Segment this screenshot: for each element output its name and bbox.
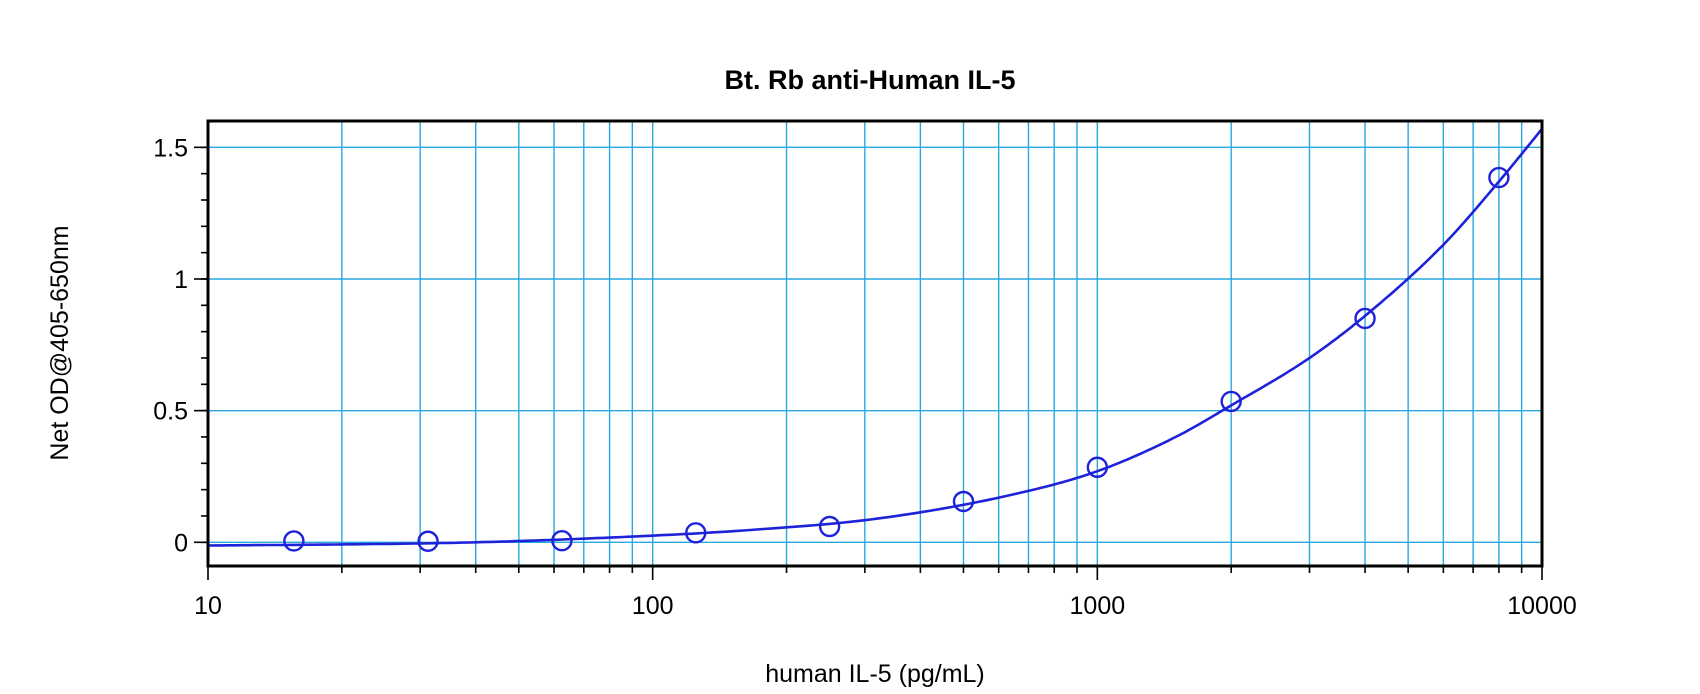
data-point xyxy=(417,530,439,552)
data-point xyxy=(551,530,573,552)
y-tick-label: 0.5 xyxy=(153,398,188,426)
x-tick-label: 10000 xyxy=(1507,592,1577,620)
data-points xyxy=(283,166,1510,552)
fit-curve xyxy=(207,128,1543,547)
grid-lines xyxy=(208,121,1542,566)
chart-title: Bt. Rb anti-Human IL-5 xyxy=(725,65,1016,95)
data-point xyxy=(1220,390,1242,413)
data-point xyxy=(685,522,707,544)
data-point xyxy=(818,515,841,538)
y-tick-label: 0 xyxy=(174,529,188,557)
x-axis-label: human IL-5 (pg/mL) xyxy=(765,660,985,688)
data-point xyxy=(1354,307,1376,330)
x-tick-label: 100 xyxy=(632,592,674,620)
data-point xyxy=(283,530,305,552)
x-tick-label: 1000 xyxy=(1070,592,1126,620)
data-point xyxy=(1086,456,1109,478)
x-tick-label: 10 xyxy=(194,592,222,620)
y-tick-label: 1.5 xyxy=(153,134,188,162)
data-point xyxy=(1488,166,1510,189)
tick-labels: 0 0.5 1 1.5 10 100 1000 10000 xyxy=(153,134,1577,620)
axis-ticks xyxy=(194,146,1543,580)
y-tick-label: 1 xyxy=(174,266,188,294)
fit-curve-layer xyxy=(207,128,1543,547)
y-axis-label: Net OD@405-650nm xyxy=(46,225,74,460)
data-point xyxy=(952,490,975,513)
plot-frame xyxy=(206,119,1544,568)
